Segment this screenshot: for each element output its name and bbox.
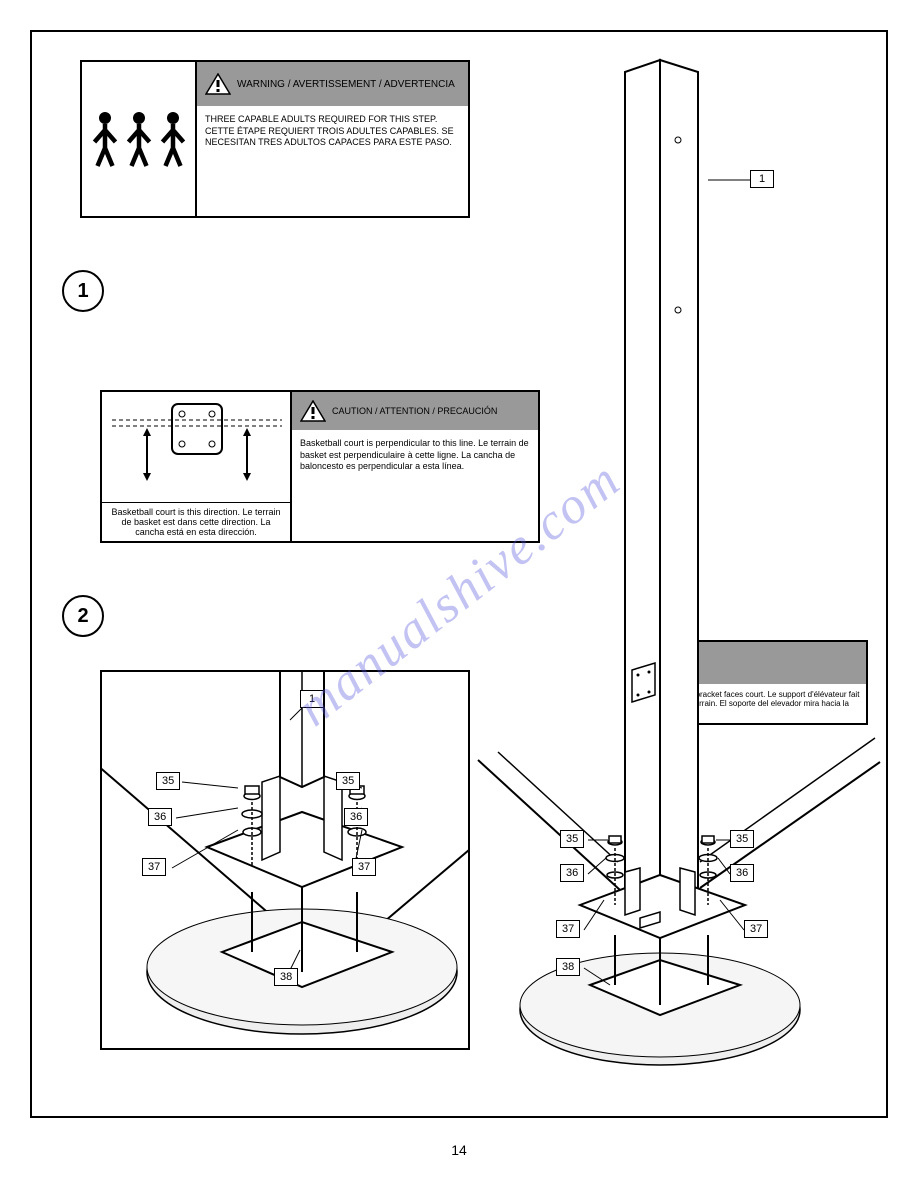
callout-main-plate: 38 bbox=[556, 958, 580, 976]
callout-main-nut-right: 35 bbox=[730, 830, 754, 848]
callout-main-nut-left: 35 bbox=[560, 830, 584, 848]
callout-main-lwasher-right: 37 bbox=[744, 920, 768, 938]
callout-main-washer-right: 36 bbox=[730, 864, 754, 882]
callout-detail-nut-left: 35 bbox=[156, 772, 180, 790]
bracket-thumb-icon bbox=[662, 647, 682, 679]
warning-body: THREE CAPABLE ADULTS REQUIRED FOR THIS S… bbox=[197, 106, 468, 216]
caution-header: CAUTION / ATTENTION / PRECAUCIÓN bbox=[292, 392, 538, 430]
callout-detail-plate: 38 bbox=[274, 968, 298, 986]
caution-body: Basketball court is perpendicular to thi… bbox=[292, 430, 538, 541]
step-number-1: 1 bbox=[77, 280, 88, 303]
caution-left-text: Basketball court is this direction. Le t… bbox=[102, 502, 290, 541]
callout-main-lwasher-left: 37 bbox=[556, 920, 580, 938]
caution-box: Basketball court is this direction. Le t… bbox=[100, 390, 540, 543]
callout-detail-nut-right: 35 bbox=[336, 772, 360, 790]
step-circle-2: 2 bbox=[62, 595, 104, 637]
warning-header-text: WARNING / AVERTISSEMENT / ADVERTENCIA bbox=[237, 79, 455, 90]
page-number: 14 bbox=[451, 1142, 467, 1158]
step-number-2: 2 bbox=[77, 605, 88, 628]
faces-header bbox=[658, 642, 866, 684]
callout-detail-lwasher-left: 37 bbox=[142, 858, 166, 876]
faces-note-box: Elevator bracket faces court. Le support… bbox=[656, 640, 868, 725]
callout-main-washer-left: 36 bbox=[560, 864, 584, 882]
alert-icon bbox=[300, 400, 326, 422]
callout-detail-washer-right: 36 bbox=[344, 808, 368, 826]
step-circle-1: 1 bbox=[62, 270, 104, 312]
warning-people-icon bbox=[82, 62, 197, 216]
caution-header-text: CAUTION / ATTENTION / PRECAUCIÓN bbox=[332, 406, 497, 416]
callout-detail-washer-left: 36 bbox=[148, 808, 172, 826]
warning-header: WARNING / AVERTISSEMENT / ADVERTENCIA bbox=[197, 62, 468, 106]
callout-detail-pole: 1 bbox=[300, 690, 324, 708]
warning-box-people: WARNING / AVERTISSEMENT / ADVERTENCIA TH… bbox=[80, 60, 470, 218]
caution-diagram bbox=[102, 392, 290, 502]
callout-detail-lwasher-right: 37 bbox=[352, 858, 376, 876]
alert-icon bbox=[205, 73, 231, 95]
faces-body: Elevator bracket faces court. Le support… bbox=[658, 684, 866, 723]
callout-main-pole: 1 bbox=[750, 170, 774, 188]
